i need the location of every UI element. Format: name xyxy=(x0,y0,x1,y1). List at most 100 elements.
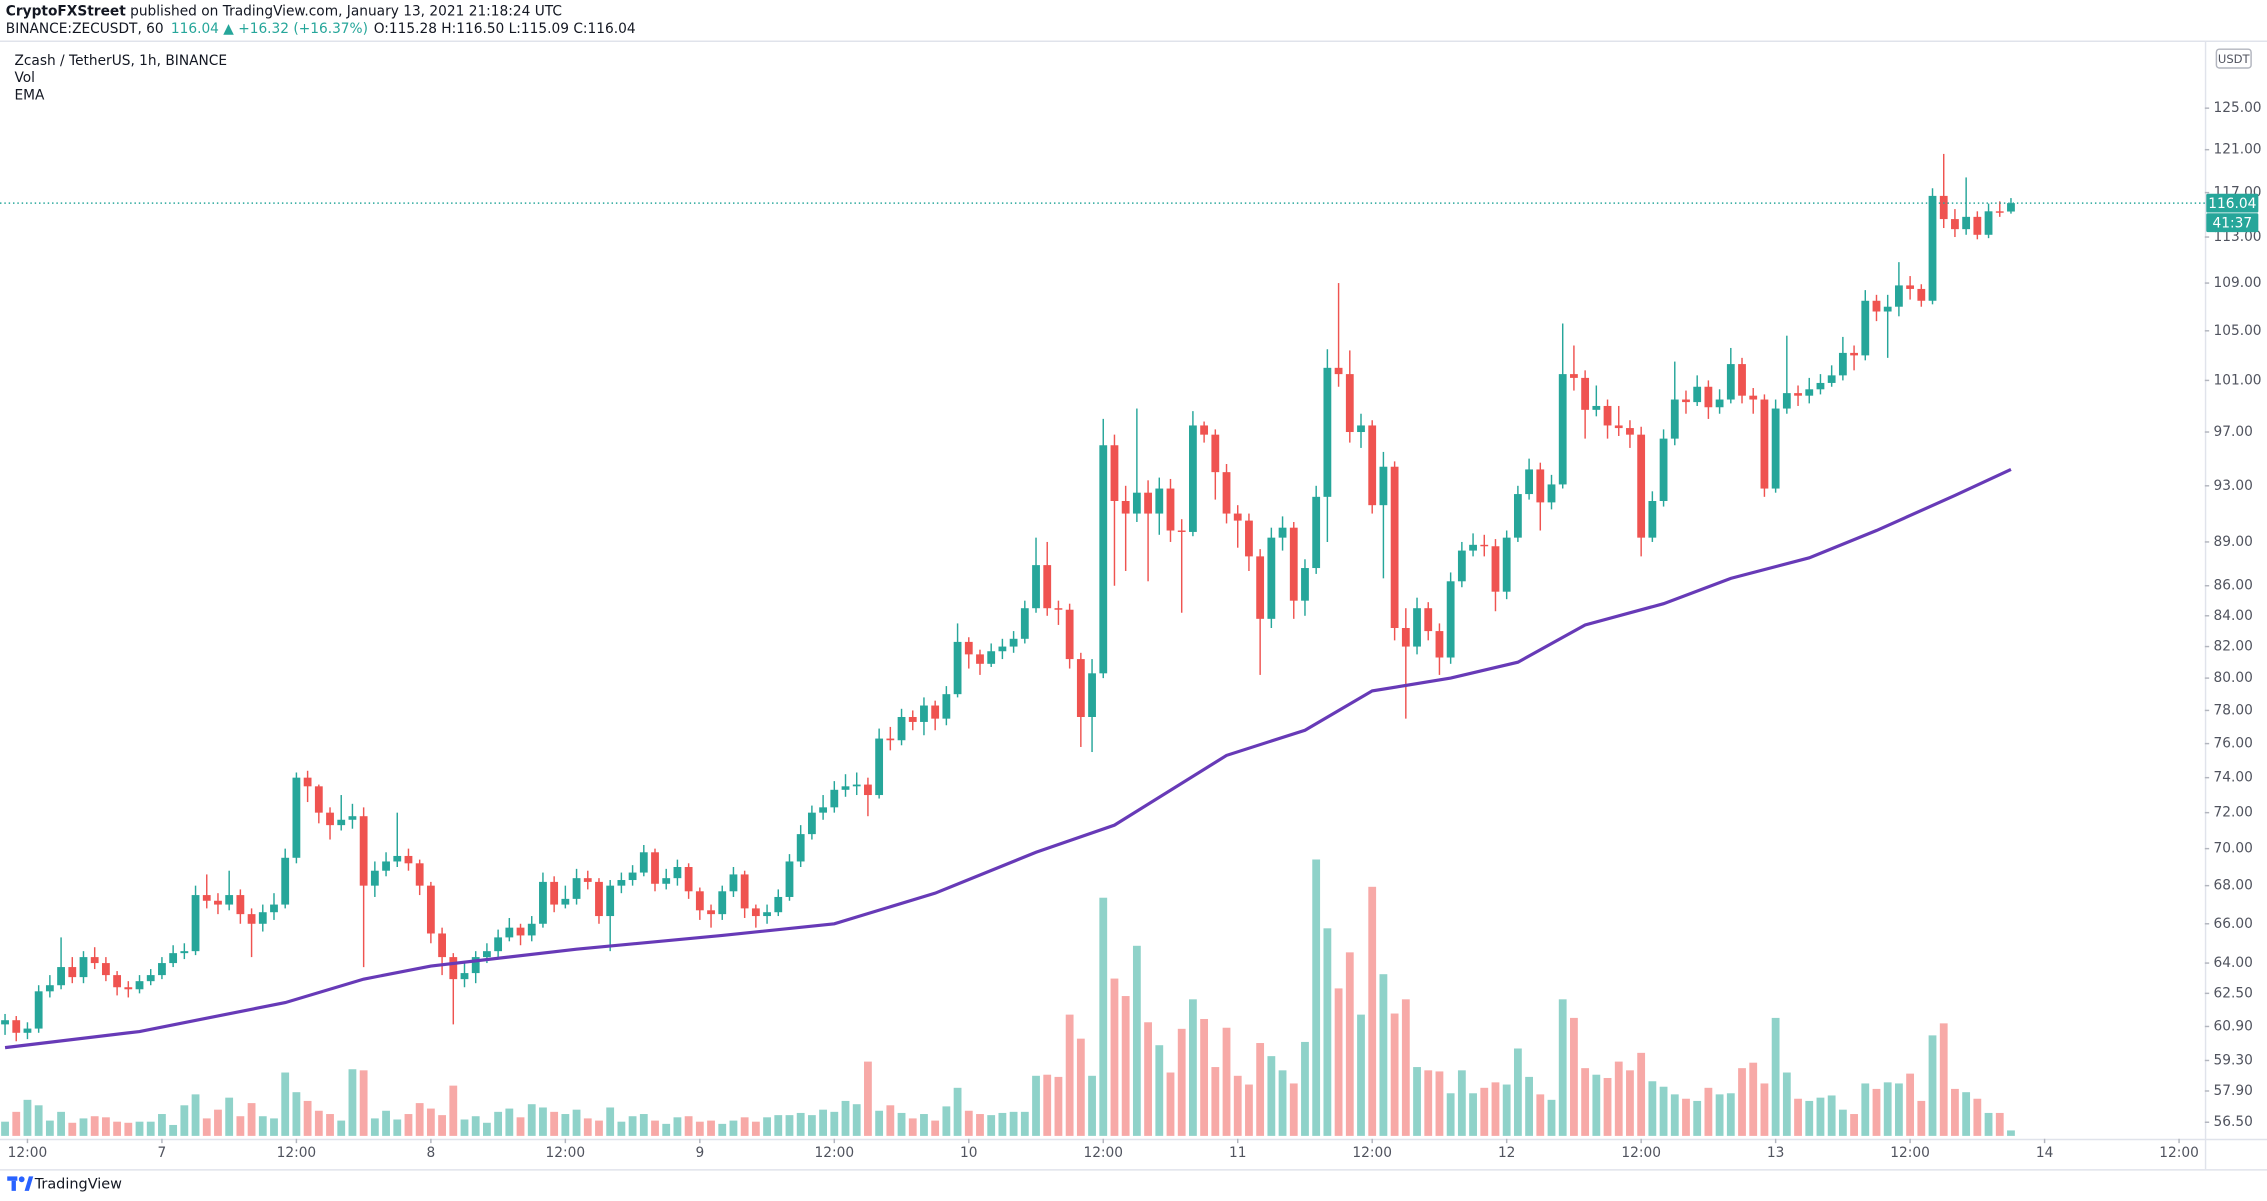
volume-bar xyxy=(23,1099,32,1136)
candle-body xyxy=(729,874,738,892)
candle-body xyxy=(1323,367,1332,497)
volume-bar xyxy=(314,1110,323,1136)
volume-bar xyxy=(651,1120,659,1136)
candle-body xyxy=(1446,581,1455,658)
candle-body xyxy=(449,957,458,980)
candle-body xyxy=(23,1028,32,1033)
volume-bar xyxy=(976,1114,984,1136)
volume-bar xyxy=(359,1070,368,1136)
volume-bar xyxy=(763,1117,771,1136)
volume-bar xyxy=(606,1107,615,1136)
candle-body xyxy=(875,738,884,796)
volume-bar xyxy=(1099,897,1108,1136)
volume-bar xyxy=(830,1111,839,1136)
candle-body xyxy=(1794,393,1802,396)
volume-bar xyxy=(1121,996,1130,1136)
countdown-box xyxy=(2206,213,2259,233)
volume-bar xyxy=(415,1103,424,1136)
unit-box[interactable] xyxy=(2215,48,2252,69)
volume-bar xyxy=(1558,999,1567,1136)
x-tick-label: 13 xyxy=(1767,1145,1784,1161)
volume-bar xyxy=(864,1061,872,1136)
candle-body xyxy=(382,861,390,871)
candle-body xyxy=(1715,399,1724,408)
candle-body xyxy=(617,880,626,886)
candle-body xyxy=(1704,386,1713,408)
candle-body xyxy=(1144,492,1152,514)
candle-body xyxy=(1749,395,1758,400)
volume-bar xyxy=(1278,1070,1287,1136)
candle-body xyxy=(404,855,413,864)
candle-body xyxy=(539,881,547,924)
volume-bar xyxy=(258,1116,267,1136)
candle-body xyxy=(1570,374,1578,378)
volume-bar xyxy=(998,1112,1007,1136)
candle-body xyxy=(1189,425,1197,532)
y-tick-label: 64.00 xyxy=(2214,955,2253,971)
volume-bar xyxy=(740,1117,749,1136)
volume-bar xyxy=(146,1121,155,1136)
volume-bar xyxy=(1009,1111,1018,1136)
x-tick-label: 12:00 xyxy=(1352,1145,1392,1161)
candle-body xyxy=(1850,352,1858,356)
x-tick-label: 12:00 xyxy=(1890,1145,1930,1161)
volume-bar xyxy=(1894,1083,1903,1136)
candle-body xyxy=(785,861,794,897)
x-tick-label: 12:00 xyxy=(8,1145,48,1161)
volume-bar xyxy=(639,1114,648,1136)
x-tick-label: 12:00 xyxy=(2159,1145,2199,1161)
x-tick-label: 8 xyxy=(427,1145,436,1161)
volume-bar xyxy=(1267,1056,1276,1136)
x-tick-label: 7 xyxy=(158,1145,167,1161)
volume-bar xyxy=(964,1110,973,1136)
candle-body xyxy=(1962,216,1971,230)
volume-bar xyxy=(1469,1093,1477,1136)
candle-body xyxy=(886,738,895,741)
volume-bar xyxy=(1917,1100,1926,1136)
candle-body xyxy=(135,981,144,990)
candle-body xyxy=(830,789,839,808)
y-tick-label: 101.00 xyxy=(2214,372,2262,388)
volume-bar xyxy=(695,1121,704,1136)
y-tick-label: 105.00 xyxy=(2214,323,2262,339)
volume-bar xyxy=(1132,945,1141,1136)
volume-bar xyxy=(1379,974,1388,1136)
plot-area: 56.50 57.90 59.30 60.90 62.50 64.00 66.00 68.00… xyxy=(0,100,2262,1161)
volume-bar xyxy=(426,1108,435,1136)
candle-body xyxy=(337,819,346,826)
volume-bar xyxy=(897,1112,906,1136)
volume-bar xyxy=(953,1087,962,1136)
candle-body xyxy=(763,912,771,917)
volume-bar xyxy=(673,1117,682,1136)
volume-bar xyxy=(68,1122,77,1136)
candle-body xyxy=(214,900,222,905)
candle-body xyxy=(1782,393,1791,409)
candle-body xyxy=(326,812,334,826)
candle-body xyxy=(169,953,178,964)
candle-body xyxy=(583,878,592,882)
volume-bar xyxy=(1637,1052,1646,1136)
volume-bar xyxy=(875,1110,884,1136)
volume-bar xyxy=(1581,1068,1590,1136)
candle-body xyxy=(1726,364,1735,400)
volume-bar xyxy=(751,1121,760,1136)
candle-body xyxy=(415,863,424,886)
candle-body xyxy=(1301,568,1309,601)
candle-body xyxy=(1894,285,1903,307)
candle-body xyxy=(1368,425,1377,506)
candle-body xyxy=(1973,216,1982,235)
volume-bar xyxy=(1704,1087,1713,1136)
volume-bar xyxy=(1413,1067,1421,1136)
candle-body xyxy=(113,975,122,988)
volume-bar xyxy=(214,1109,222,1136)
volume-bar xyxy=(1334,988,1343,1136)
volume-bar xyxy=(1480,1087,1489,1136)
volume-bar xyxy=(1883,1082,1892,1136)
volume-bar xyxy=(460,1119,469,1136)
volume-bar xyxy=(1155,1045,1164,1136)
volume-bar xyxy=(1670,1094,1679,1136)
volume-bar xyxy=(1682,1098,1690,1136)
candle-body xyxy=(1738,364,1746,396)
volume-bar xyxy=(57,1111,65,1136)
candle-body xyxy=(146,975,155,982)
